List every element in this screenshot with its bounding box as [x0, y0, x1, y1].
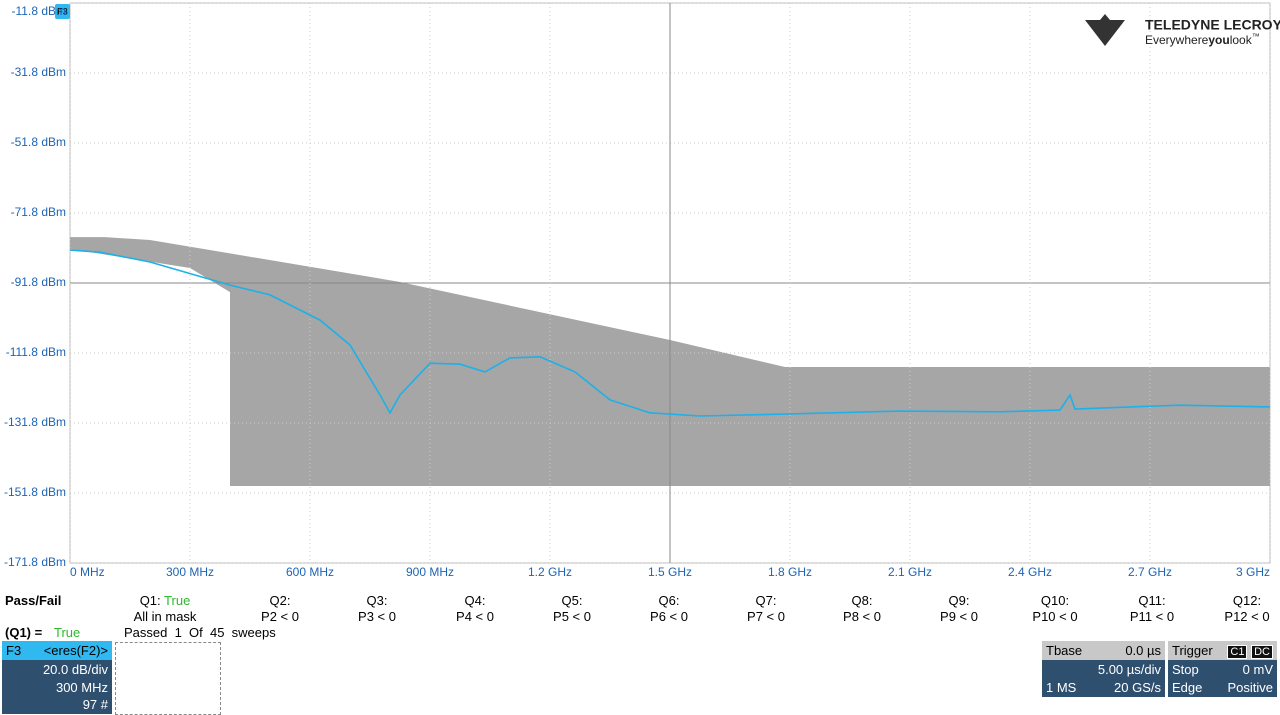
- trigger-box[interactable]: Trigger C1 DC Stop 0 mV Edge Positive: [1168, 641, 1277, 697]
- plot-layer: [69, 2, 1271, 564]
- y-tick-label: -11.8 dBm: [12, 4, 66, 18]
- trace-line: [69, 249, 1271, 417]
- logo: TELEDYNE LECROY Everywhereyoulook™: [1085, 14, 1280, 47]
- trace-box[interactable]: F3 <eres(F2)> 20.0 dB/div 300 MHz 97 #: [2, 641, 112, 714]
- summary-passed: Passed 1 Of 45 sweeps: [124, 625, 276, 640]
- x-tick-label: 900 MHz: [406, 565, 454, 579]
- query-label: Q9:: [948, 593, 970, 608]
- badge-bg: [55, 4, 70, 19]
- tb-delay: 0.0 µs: [1125, 643, 1161, 658]
- query-label: Q3:: [366, 593, 388, 608]
- x-tick-label: 300 MHz: [166, 565, 214, 579]
- tb-rate: 20 GS/s: [1114, 680, 1161, 695]
- query-condition: P5 < 0: [553, 609, 591, 624]
- query-head: Q1: True: [140, 593, 191, 608]
- tag: look: [1230, 33, 1253, 47]
- trace-center: 300 MHz: [55, 680, 108, 695]
- query-label: Q8:: [851, 593, 873, 608]
- tag: Everywhere: [1145, 33, 1209, 47]
- query-label: Q4:: [464, 593, 486, 608]
- x-tick-label: 2.4 GHz: [1008, 565, 1052, 579]
- query-label: Q6:: [658, 593, 680, 608]
- trig-source: C1: [1227, 645, 1248, 659]
- trig-mode: Stop: [1172, 662, 1199, 677]
- trig-slope: Positive: [1227, 680, 1273, 695]
- x-tick-label: 1.2 GHz: [528, 565, 572, 579]
- trace-source: <eres(F2)>: [43, 643, 108, 658]
- x-tick-label: 2.1 GHz: [888, 565, 932, 579]
- query-label: Q7:: [755, 593, 777, 608]
- y-tick-label: -31.8 dBm: [11, 65, 66, 79]
- trace-count: 97 #: [82, 697, 108, 712]
- x-tick-label: 2.7 GHz: [1128, 565, 1172, 579]
- summary-value: True: [54, 625, 81, 640]
- y-tick-label: -51.8 dBm: [11, 135, 66, 149]
- query-label: Q1:: [139, 593, 161, 608]
- tm: ™: [1252, 32, 1260, 41]
- query-condition: P6 < 0: [650, 609, 688, 624]
- x-tick-label: 1.5 GHz: [648, 565, 692, 579]
- x-tick-label: 3 GHz: [1236, 565, 1270, 579]
- y-tick-label: -111.8 dBm: [6, 345, 66, 359]
- trace-scale: 20.0 dB/div: [42, 662, 108, 677]
- query-condition: P3 < 0: [358, 609, 396, 624]
- summary-label: (Q1) =: [5, 625, 43, 640]
- query-label: Q11:: [1138, 593, 1166, 608]
- query-label: Q5:: [561, 593, 583, 608]
- query-condition: P9 < 0: [940, 609, 978, 624]
- tag: you: [1208, 33, 1229, 47]
- x-tick-label: 0 MHz: [70, 565, 105, 579]
- timebase-box[interactable]: Tbase 0.0 µs 5.00 µs/div 1 MS 20 GS/s: [1042, 641, 1165, 697]
- empty-slot[interactable]: [115, 642, 221, 715]
- query-label: Q12:: [1232, 593, 1262, 608]
- logo-tagline: Everywhereyoulook™: [1145, 32, 1260, 47]
- x-tick-label: 600 MHz: [286, 565, 334, 579]
- tb-scale: 5.00 µs/div: [1097, 662, 1161, 677]
- tb-points: 1 MS: [1046, 680, 1077, 695]
- trig-title: Trigger: [1172, 643, 1213, 658]
- query-value: True: [164, 593, 191, 608]
- trig-level: 0 mV: [1242, 662, 1273, 677]
- trace-badge: F3: [57, 6, 68, 16]
- chart: F3 TELEDYNE LECROY Everywhereyoulook™ -1…: [4, 2, 1280, 579]
- logo-icon: [1085, 14, 1125, 46]
- x-tick-label: 1.8 GHz: [768, 565, 812, 579]
- query-condition: P4 < 0: [456, 609, 494, 624]
- query-label: Q2:: [269, 593, 291, 608]
- trig-coupling: DC: [1251, 645, 1273, 659]
- trig-type: Edge: [1172, 680, 1203, 695]
- query-label: Q10:: [1040, 593, 1070, 608]
- query-condition: P11 < 0: [1129, 609, 1175, 624]
- y-tick-label: -71.8 dBm: [11, 205, 66, 219]
- query-condition: P7 < 0: [747, 609, 785, 624]
- y-tick-label: -91.8 dBm: [11, 275, 66, 289]
- query-condition: P10 < 0: [1032, 609, 1078, 624]
- y-tick-label: -131.8 dBm: [4, 415, 66, 429]
- trace-name: F3: [6, 643, 22, 658]
- tb-title: Tbase: [1046, 643, 1083, 658]
- query-condition: P8 < 0: [843, 609, 881, 624]
- query-condition: P12 < 0: [1224, 609, 1270, 624]
- logo-brand: TELEDYNE LECROY: [1145, 17, 1280, 33]
- y-tick-label: -171.8 dBm: [4, 555, 66, 569]
- query-condition: P2 < 0: [261, 609, 299, 624]
- y-tick-label: -151.8 dBm: [4, 485, 66, 499]
- pf-title: Pass/Fail: [5, 593, 62, 608]
- query-condition: All in mask: [133, 609, 197, 624]
